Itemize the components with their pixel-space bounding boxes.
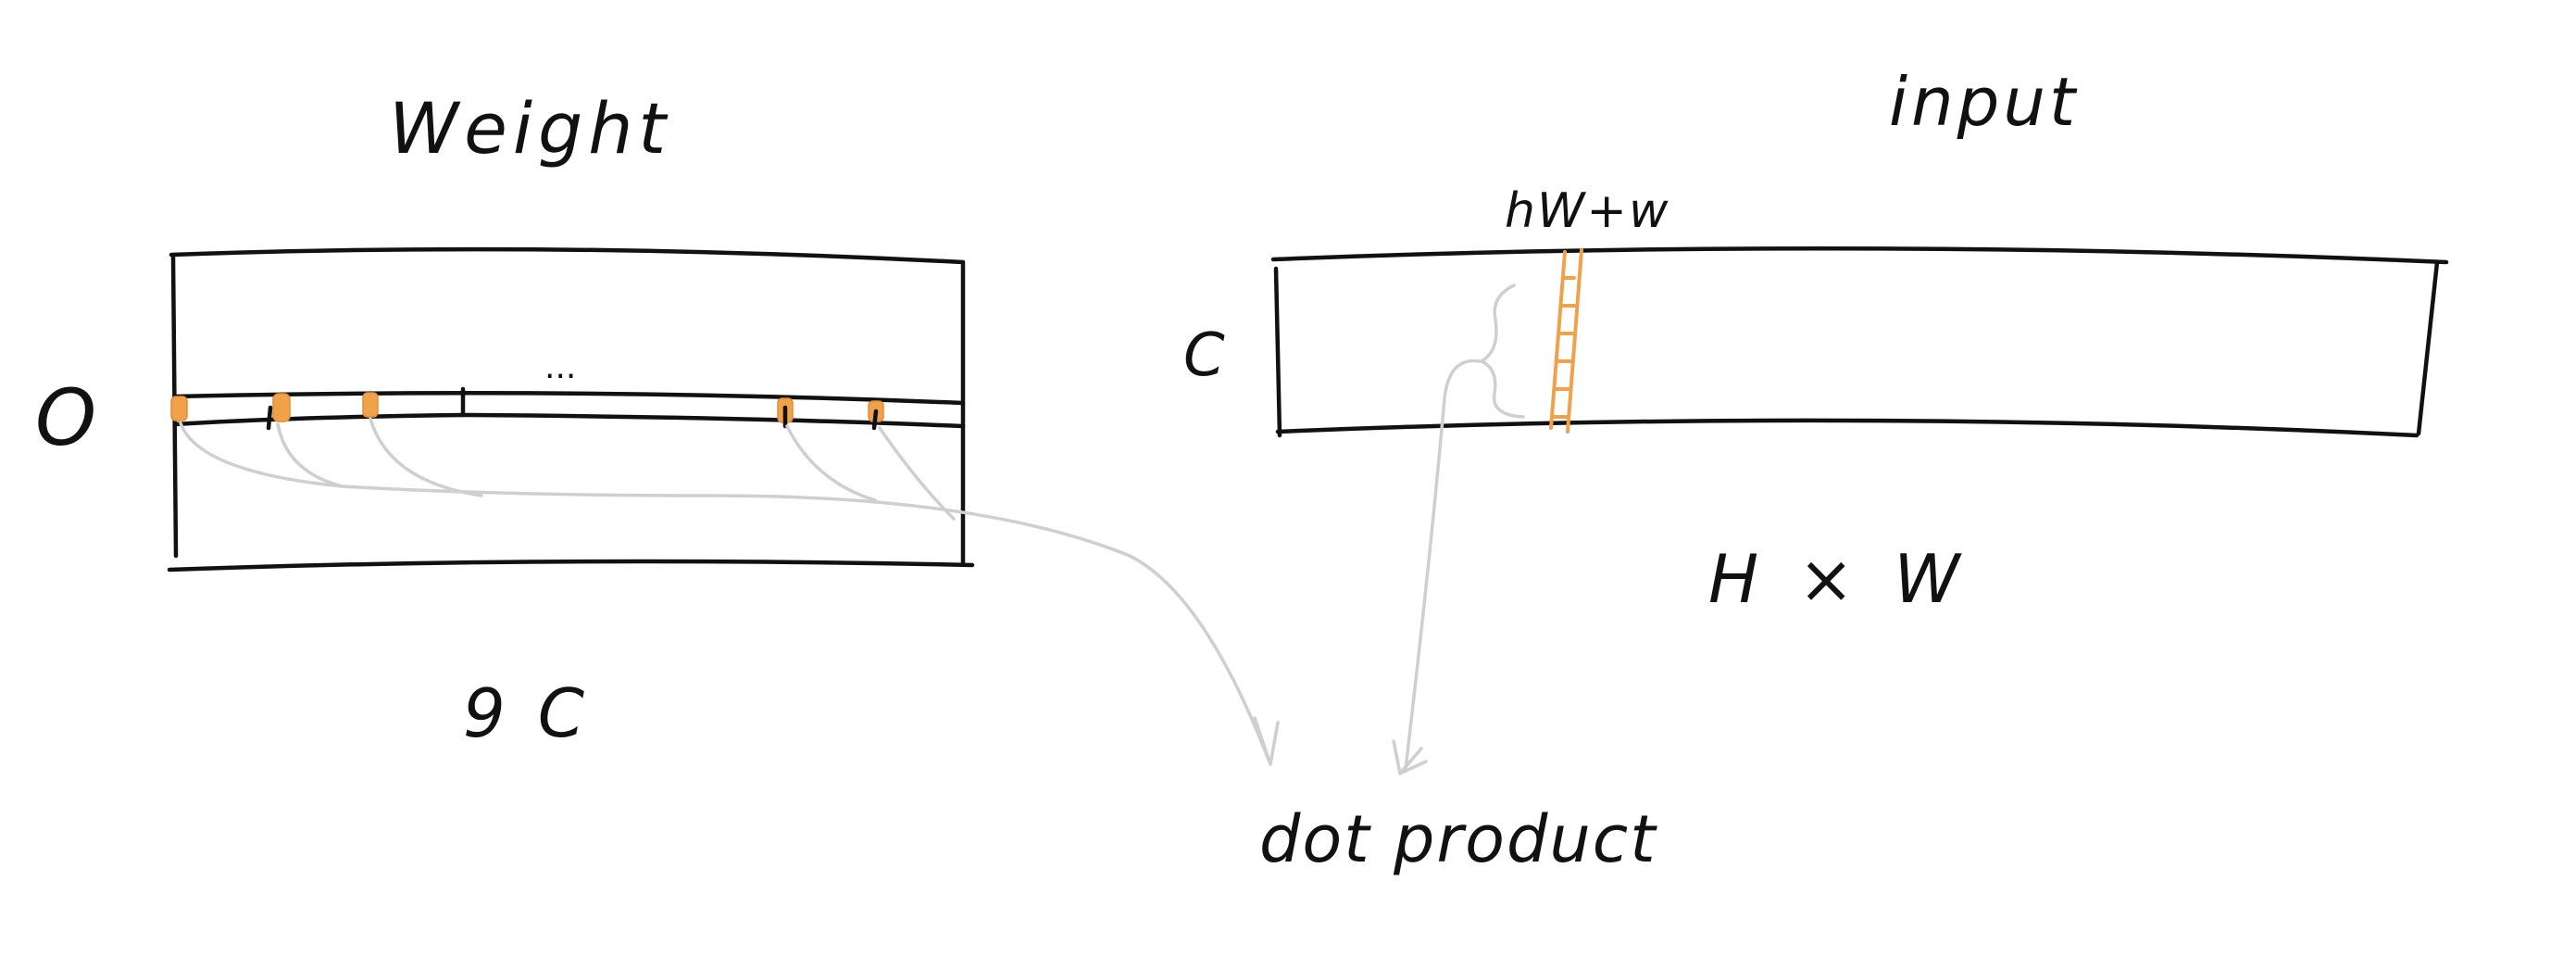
weight-element-1 [170, 396, 188, 421]
row-ellipsis: ... [544, 348, 576, 386]
weight-arrow-head [1253, 716, 1280, 766]
weight-cols-label: 9 C [463, 674, 590, 752]
weight-title: Weight [389, 87, 671, 170]
weight-element-ticks [266, 405, 879, 431]
input-matrix-outline [1270, 245, 2449, 438]
input-column-brace [1480, 283, 1525, 419]
input-matrix [1270, 245, 2449, 438]
text-labels: Weight input O 9 C C H × W hW+w ... dot … [35, 63, 2079, 877]
weight-branch-2 [369, 417, 483, 497]
result-label: dot product [1259, 801, 1657, 877]
input-arrow-head [1392, 739, 1428, 775]
weight-element-2 [272, 393, 291, 422]
weight-element-3 [362, 392, 379, 418]
weight-row-top-line [173, 391, 966, 406]
input-cols-label: H × W [1708, 540, 1969, 618]
weight-row-bottom-line [173, 412, 966, 429]
input-to-dot-arrow [1404, 358, 1482, 771]
input-column-rungs [1552, 276, 1576, 419]
weight-branch-3 [785, 424, 877, 502]
weight-branch-1 [276, 422, 344, 488]
input-index-label: hW+w [1505, 183, 1669, 239]
weight-to-dot-arrow [179, 421, 1270, 761]
connector-arrows [179, 358, 1482, 775]
weight-rows-label: O [35, 372, 96, 463]
input-column-right-rail [1566, 248, 1583, 434]
input-column-left-rail [1549, 250, 1567, 430]
weight-matrix [167, 246, 975, 572]
weight-branch-4 [878, 426, 956, 521]
input-rows-label: C [1183, 321, 1225, 390]
input-title: input [1889, 63, 2079, 141]
